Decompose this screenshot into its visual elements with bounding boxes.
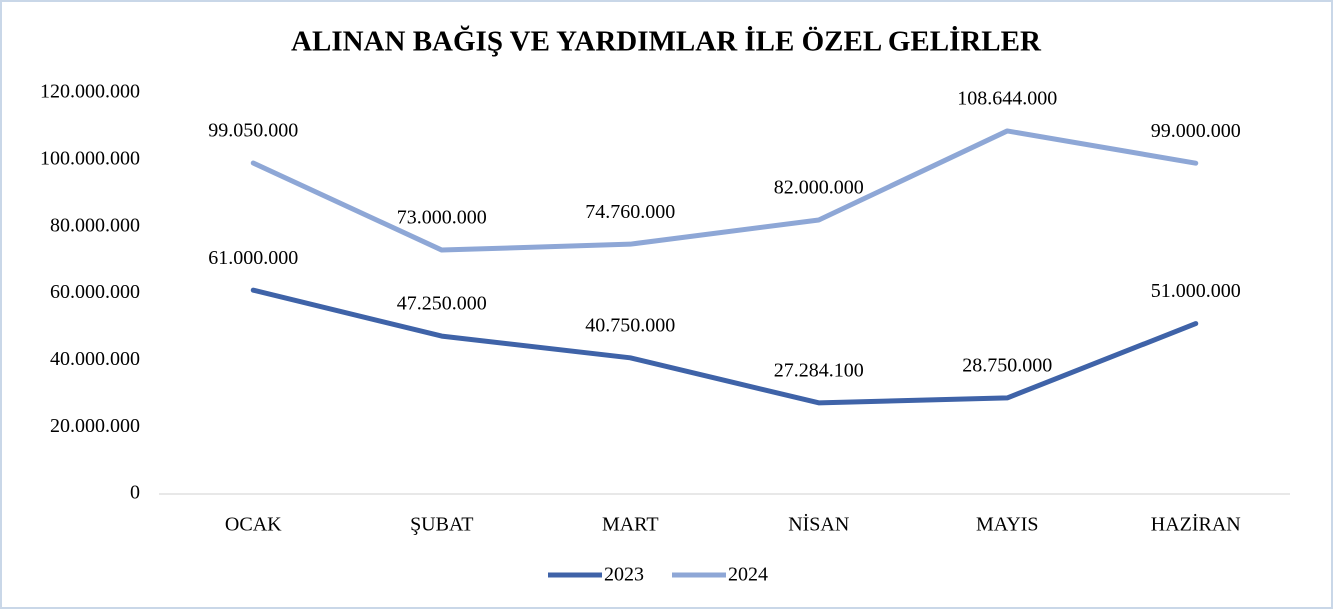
x-tick-label: HAZİRAN <box>1151 513 1241 536</box>
x-tick-label: MAYIS <box>976 514 1039 536</box>
y-tick-label: 40.000.000 <box>50 348 140 370</box>
data-label: 40.750.000 <box>585 314 675 336</box>
y-tick-label: 100.000.000 <box>40 147 140 169</box>
series-line <box>250 287 1199 406</box>
y-tick-label: 80.000.000 <box>50 214 140 236</box>
x-tick-label: MART <box>602 514 659 536</box>
data-label: 108.644.000 <box>957 88 1057 110</box>
data-label: 99.050.000 <box>208 120 298 142</box>
data-label: 51.000.000 <box>1151 280 1241 302</box>
x-tick-label: NİSAN <box>788 513 849 536</box>
y-tick-label: 120.000.000 <box>40 81 140 103</box>
legend-label: 2023 <box>604 564 644 586</box>
data-label: 61.000.000 <box>208 247 298 269</box>
y-tick-label: 20.000.000 <box>50 415 140 437</box>
data-label: 74.760.000 <box>585 201 675 223</box>
data-label: 99.000.000 <box>1151 120 1241 142</box>
data-label: 82.000.000 <box>774 177 864 199</box>
data-label: 28.750.000 <box>962 355 1052 377</box>
y-tick-label: 60.000.000 <box>50 281 140 303</box>
data-label: 73.000.000 <box>397 207 487 229</box>
series-line <box>250 128 1199 253</box>
x-tick-label: OCAK <box>225 514 282 536</box>
x-tick-label: ŞUBAT <box>410 514 473 536</box>
data-label: 27.284.100 <box>774 359 864 381</box>
legend-label: 2024 <box>728 564 768 586</box>
y-tick-label: 0 <box>130 482 140 504</box>
data-label: 47.250.000 <box>397 293 487 315</box>
chart-title: ALINAN BAĞIŞ VE YARDIMLAR İLE ÖZEL GELİR… <box>291 25 1042 58</box>
